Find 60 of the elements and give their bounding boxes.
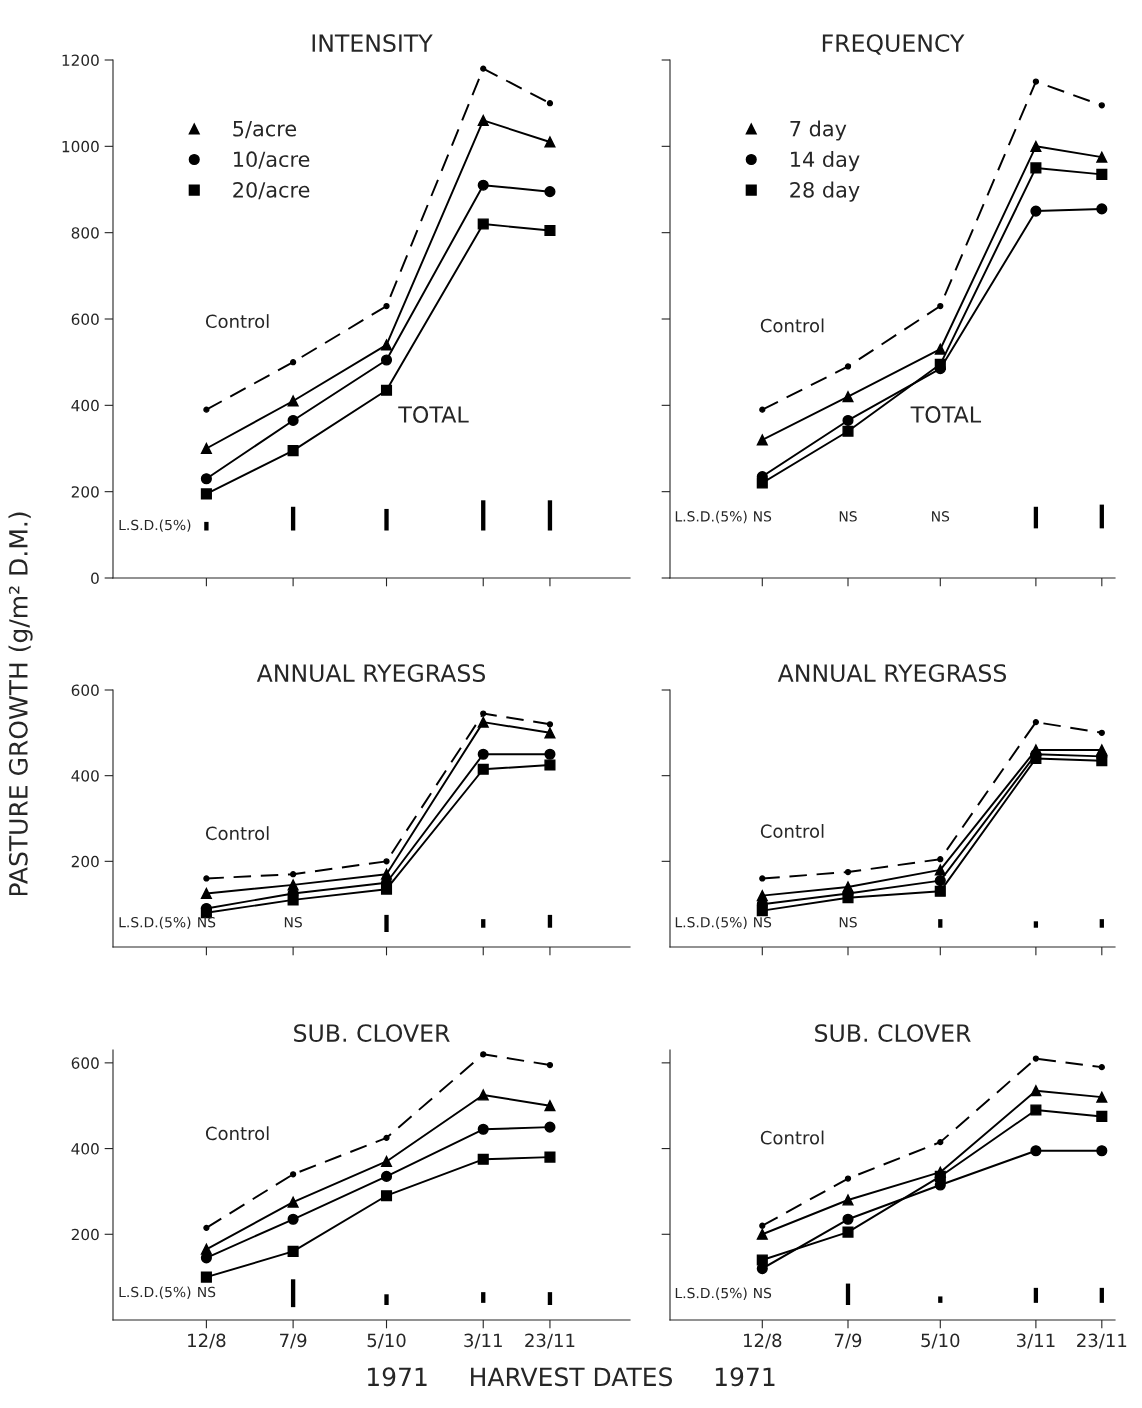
y-tick-label: 400 xyxy=(71,399,99,412)
x-tick-label: 3/11 xyxy=(464,1333,502,1349)
legend-label: 5/acre xyxy=(233,121,297,139)
annotation: NS xyxy=(198,1286,216,1298)
y-tick-label: 600 xyxy=(71,1057,99,1069)
annotation: NS xyxy=(198,916,216,928)
y-axis-title: PASTURE GROWTH (g/m² D.M.) xyxy=(8,512,33,896)
annotation: NS xyxy=(754,1287,772,1299)
x-tick-label: 7/9 xyxy=(280,1333,307,1349)
x-tick-label: 12/8 xyxy=(188,1333,226,1349)
y-tick-label: 1200 xyxy=(62,54,99,67)
y-tick-label: 400 xyxy=(71,770,99,782)
y-tick-label: 200 xyxy=(71,486,99,498)
chart-title: INTENSITY xyxy=(312,34,433,52)
y-tick-label: 400 xyxy=(71,1143,99,1155)
annotation: L.S.D.(5%) xyxy=(675,916,747,930)
annotation: L.S.D.(5%) xyxy=(119,1286,191,1299)
legend-label: 28 day xyxy=(790,181,860,202)
annotation: NS xyxy=(754,511,772,522)
annotation: NS xyxy=(754,916,772,928)
y-tick-label: 1000 xyxy=(62,140,99,153)
y-tick-label: 200 xyxy=(71,1228,99,1241)
x-tick-label: 23/11 xyxy=(1077,1333,1127,1349)
annotation: NS xyxy=(932,511,950,522)
x-tick-label: 5/10 xyxy=(367,1333,406,1349)
chart-title: ANNUAL RYEGRASS xyxy=(256,664,486,682)
series-label: Control xyxy=(760,824,824,838)
chart-title: SUB. CLOVER xyxy=(294,1024,450,1042)
text: TOTAL xyxy=(398,406,469,423)
annotation: L.S.D.(5%) xyxy=(675,1287,747,1300)
chart-title: ANNUAL RYEGRASS xyxy=(777,664,1007,682)
text: TOTAL xyxy=(910,406,982,423)
series-label: Control xyxy=(205,826,269,841)
text: Control xyxy=(205,314,269,329)
y-tick-label: 600 xyxy=(71,313,99,326)
annotation: L.S.D.(5%) xyxy=(119,916,191,930)
x-tick-label: 7/9 xyxy=(834,1333,862,1349)
chart-title: FREQUENCY xyxy=(822,34,965,55)
annotation: NS xyxy=(839,916,857,928)
y-tick-label: 0 xyxy=(91,572,99,585)
annotation: NS xyxy=(284,916,302,928)
legend-label: 14 day xyxy=(791,151,860,172)
y-tick-label: 200 xyxy=(71,855,99,868)
annotation: L.S.D.(5%) xyxy=(675,510,747,524)
chart-title: SUB. CLOVER xyxy=(815,1024,971,1042)
legend-label: 10/acre xyxy=(234,151,310,169)
x-tick-label: 5/10 xyxy=(921,1333,960,1349)
x-axis-title: 1971 HARVEST DATES 1971 xyxy=(368,1367,775,1387)
text: Control xyxy=(760,318,824,333)
text: Control xyxy=(760,1130,824,1145)
x-tick-label: 12/8 xyxy=(744,1333,782,1349)
annotation: NS xyxy=(839,511,857,522)
text: Control xyxy=(205,1126,269,1141)
legend-label: 20/acre xyxy=(233,181,310,200)
x-tick-label: 3/11 xyxy=(1016,1333,1055,1349)
y-tick-label: 600 xyxy=(71,684,99,697)
legend-label: 7 day xyxy=(790,120,847,141)
annotation: L.S.D.(5%) xyxy=(119,519,191,532)
x-tick-label: 23/11 xyxy=(525,1333,575,1349)
y-tick-label: 800 xyxy=(71,227,99,239)
